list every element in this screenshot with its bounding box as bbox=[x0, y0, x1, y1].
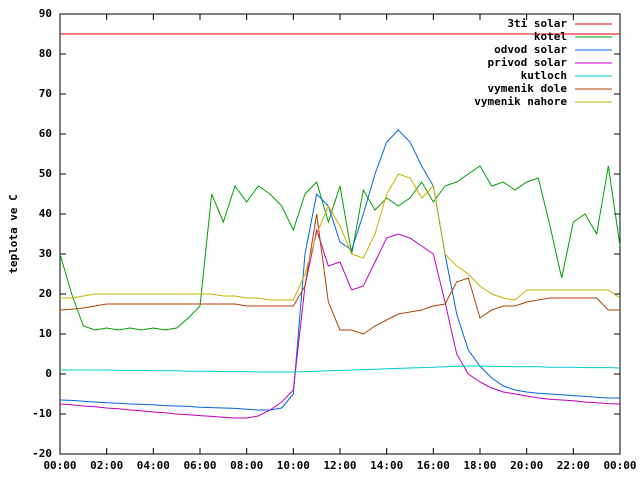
y-tick-label: 70 bbox=[39, 87, 52, 100]
x-tick-label: 14:00 bbox=[370, 459, 403, 472]
y-tick-label: 0 bbox=[45, 367, 52, 380]
x-tick-label: 12:00 bbox=[323, 459, 356, 472]
x-tick-label: 22:00 bbox=[557, 459, 590, 472]
y-tick-label: 60 bbox=[39, 127, 52, 140]
y-tick-label: 10 bbox=[39, 327, 52, 340]
y-tick-label: 50 bbox=[39, 167, 52, 180]
legend-label: privod solar bbox=[488, 56, 568, 69]
series-line bbox=[59, 129, 620, 411]
y-axis-label: teplota ve C bbox=[7, 194, 20, 273]
x-tick-label: 00:00 bbox=[603, 459, 636, 472]
x-tick-label: 06:00 bbox=[183, 459, 216, 472]
x-tick-label: 00:00 bbox=[43, 459, 76, 472]
legend-label: vymenik dole bbox=[488, 82, 568, 95]
y-tick-label: 90 bbox=[39, 7, 52, 20]
x-tick-label: 02:00 bbox=[90, 459, 123, 472]
legend-label: kotel bbox=[534, 30, 567, 43]
y-tick-label: 20 bbox=[39, 287, 52, 300]
legend-label: vymenik nahore bbox=[474, 95, 567, 108]
series-line bbox=[59, 165, 621, 331]
y-tick-label: 40 bbox=[39, 207, 52, 220]
x-tick-label: 16:00 bbox=[417, 459, 450, 472]
x-tick-label: 08:00 bbox=[230, 459, 263, 472]
y-tick-label: -20 bbox=[32, 447, 52, 460]
y-tick-label: 80 bbox=[39, 47, 52, 60]
y-tick-label: -10 bbox=[32, 407, 52, 420]
series-line bbox=[59, 213, 620, 335]
series-line bbox=[59, 228, 621, 419]
x-tick-label: 20:00 bbox=[510, 459, 543, 472]
series-line bbox=[60, 173, 621, 301]
series-line bbox=[60, 365, 621, 373]
x-tick-label: 18:00 bbox=[463, 459, 496, 472]
x-tick-label: 04:00 bbox=[137, 459, 170, 472]
y-tick-label: 30 bbox=[39, 247, 52, 260]
legend-label: odvod solar bbox=[494, 43, 567, 56]
legend-label: 3ti solar bbox=[507, 17, 567, 30]
x-tick-label: 10:00 bbox=[277, 459, 310, 472]
legend-label: kutloch bbox=[521, 69, 567, 82]
